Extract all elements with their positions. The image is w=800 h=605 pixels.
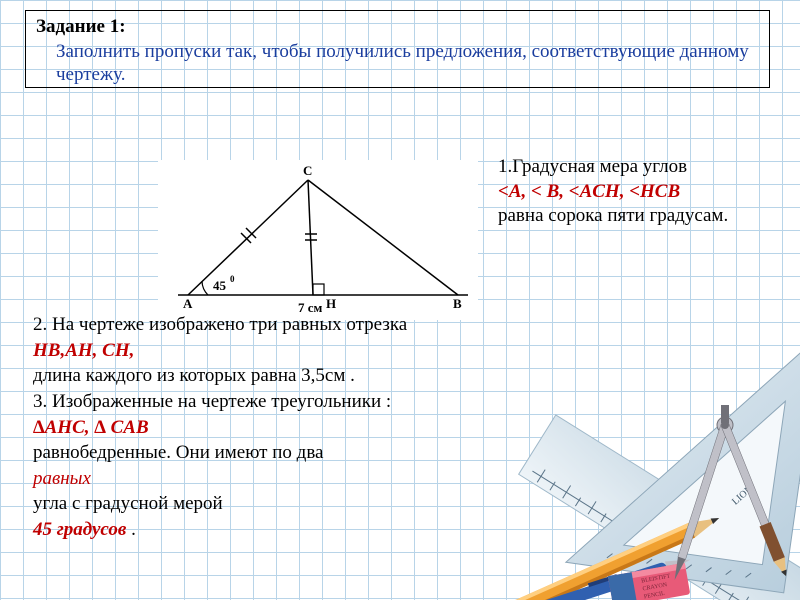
label-b: В	[453, 296, 462, 311]
q3-answer3: 45 градусов	[33, 519, 126, 540]
task-header-box: Задание 1: Заполнить пропуски так, чтобы…	[25, 10, 770, 88]
task-description: Заполнить пропуски так, чтобы получились…	[36, 41, 759, 87]
label-a: A	[183, 296, 193, 311]
q1-line1: 1.Градусная мера углов	[498, 155, 800, 180]
label-h: H	[326, 296, 336, 311]
label-deg: 0	[230, 274, 235, 284]
triangle-figure: A В C H 45 0 7 см	[158, 160, 478, 320]
q1-line2: равна сорока пяти градусам.	[498, 204, 800, 229]
question-1-block: 1.Градусная мера углов <A, < B, <ACH, <H…	[498, 155, 800, 229]
task-title: Задание 1:	[36, 16, 759, 38]
q3-period: .	[131, 519, 136, 540]
label-c: C	[303, 163, 312, 178]
drafting-tools-illustration: LION	[470, 270, 800, 600]
label-angle: 45	[213, 278, 227, 293]
q1-answer: <A, < B, <ACH, <HCB	[498, 180, 800, 205]
